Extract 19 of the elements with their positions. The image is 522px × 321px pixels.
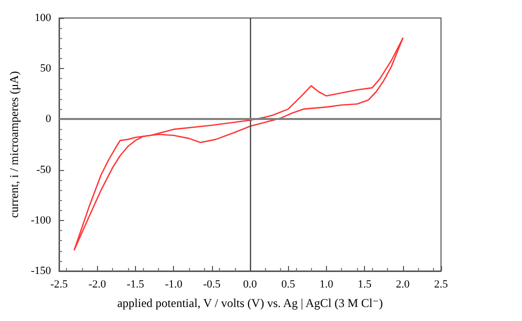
x-tick-label: 1.5 <box>358 278 372 290</box>
y-tick-label: 50 <box>40 62 52 75</box>
x-tick-label: 1.0 <box>320 278 334 290</box>
x-tick-label: -1.0 <box>164 278 183 290</box>
x-tick-label: 2.0 <box>396 278 410 290</box>
y-tick-label: 100 <box>34 12 52 24</box>
x-tick-label: -1.5 <box>126 278 145 290</box>
y-tick-label: 0 <box>46 113 52 126</box>
y-tick-label: -50 <box>36 164 52 176</box>
x-tick-label: -0.5 <box>203 278 222 290</box>
x-tick-label: -2.5 <box>50 278 68 290</box>
y-tick-label: -150 <box>30 265 52 277</box>
y-axis-title: current, i / microamperes (μA) <box>7 71 21 218</box>
x-axis-title: applied potential, V / volts (V) vs. Ag | AgCl (3 M Cl⁻) <box>117 296 383 310</box>
x-tick-label: -2.0 <box>88 278 106 290</box>
x-tick-label: 2.5 <box>434 278 448 290</box>
x-tick-label: 0.0 <box>243 278 258 290</box>
x-tick-label: 0.5 <box>281 278 296 290</box>
y-tick-label: -100 <box>30 214 52 226</box>
